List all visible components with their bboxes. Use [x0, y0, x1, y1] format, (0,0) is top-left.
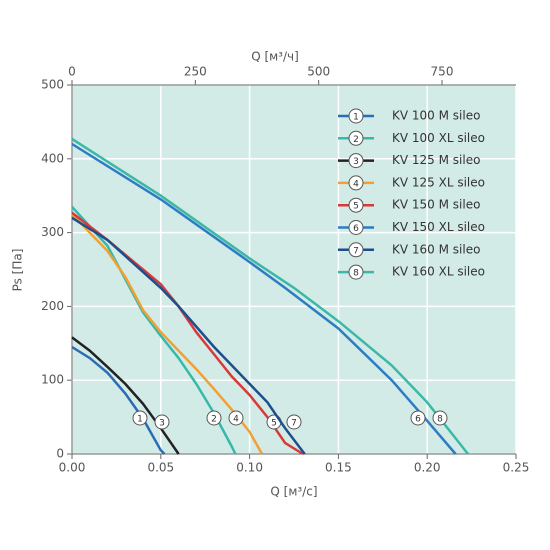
curve-tag-circle: [432, 410, 448, 426]
series-line: [71, 216, 306, 455]
series-line: [71, 345, 166, 455]
series-line: [71, 137, 469, 455]
y-tick-label: 300: [41, 225, 64, 239]
legend-number: 5: [353, 202, 359, 212]
x-tick-label: 0.05: [147, 461, 174, 475]
curve-tag: 5: [271, 419, 277, 429]
y-tick-label: 200: [41, 299, 64, 313]
legend-label: KV 100 M sileo: [392, 109, 480, 123]
curve-tag: 6: [415, 415, 421, 425]
legend-circle: [348, 220, 364, 235]
curve-tag: 1: [137, 415, 143, 425]
legend-label: KV 100 XL sileo: [392, 131, 485, 145]
curve-tag-circle: [132, 410, 148, 426]
x2-tick-label: 500: [307, 65, 330, 79]
legend-label: KV 125 M sileo: [392, 153, 480, 167]
y-tick-label: 500: [41, 78, 64, 92]
x-axis-label: Q [м³/с]: [270, 485, 317, 499]
x-tick-label: 0.15: [325, 461, 352, 475]
legend-label: KV 125 XL sileo: [392, 175, 485, 189]
curve-tag: 8: [437, 415, 443, 425]
legend-circle: [348, 264, 364, 280]
curve-tag-circle: [206, 410, 222, 426]
legend-label: KV 160 M sileo: [392, 242, 480, 256]
x-tick-label: 0.20: [414, 461, 441, 475]
x-tick-label: 0.00: [59, 461, 86, 475]
x2-axis-label: Q [м³/ч]: [251, 50, 299, 64]
curve-tag: 4: [233, 415, 239, 425]
legend-number: 4: [353, 179, 359, 189]
curve-tag: 3: [159, 419, 165, 429]
legend-number: 3: [353, 157, 359, 167]
x2-tick-label: 0: [68, 65, 76, 79]
curve-tag-circle: [410, 410, 426, 426]
legend-number: 6: [353, 224, 359, 234]
legend-circle: [348, 197, 364, 213]
legend-label: KV 150 XL sileo: [392, 220, 485, 234]
legend-circle: [348, 108, 364, 124]
curve-tag-circle: [154, 414, 170, 430]
legend-circle: [348, 130, 364, 146]
curve-tag: 2: [211, 415, 217, 425]
x2-tick-label: 250: [184, 65, 207, 79]
y-tick-label: 100: [41, 373, 64, 387]
legend-number: 2: [353, 135, 359, 145]
legend-label: KV 160 XL sileo: [392, 265, 485, 279]
x2-tick-label: 750: [431, 65, 454, 79]
y-axis-label: Ps [Па]: [11, 249, 25, 292]
legend-number: 1: [353, 113, 359, 123]
x-tick-label: 0.10: [236, 461, 263, 475]
legend-number: 7: [353, 246, 359, 256]
curve-tag-circle: [286, 414, 302, 430]
curve-tag-circle: [228, 410, 244, 426]
legend-label: KV 150 M sileo: [392, 198, 480, 212]
plot-area: [72, 85, 516, 454]
y-tick-label: 0: [56, 447, 64, 461]
legend-circle: [348, 175, 364, 191]
x-tick-label: 0.25: [503, 461, 530, 475]
legend-circle: [348, 153, 364, 169]
legend-number: 8: [353, 269, 359, 279]
y-tick-label: 400: [41, 151, 64, 165]
legend-circle: [348, 242, 364, 258]
curve-tag: 7: [291, 419, 297, 429]
